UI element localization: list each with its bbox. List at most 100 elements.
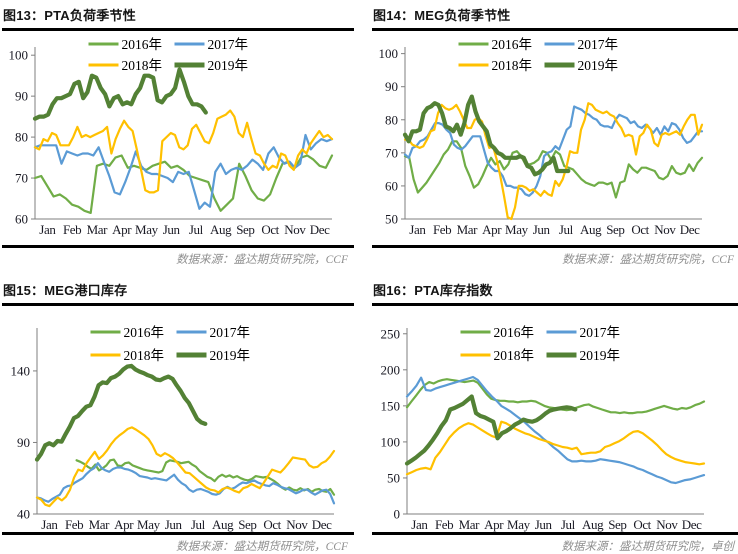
- y-tick-label: 80: [15, 130, 28, 145]
- y-tick-label: 60: [15, 212, 28, 227]
- x-month-label: May: [137, 517, 161, 532]
- x-month-label: May: [135, 222, 159, 237]
- x-month-label: May: [507, 517, 531, 532]
- legend-label-2017年: 2017年: [208, 37, 249, 52]
- x-month-label: Feb: [65, 517, 83, 532]
- x-month-label: Oct: [633, 517, 651, 532]
- panel-title-fig13: 图13：PTA负荷季节性: [2, 4, 354, 31]
- x-month-label: Jul: [559, 222, 574, 237]
- chart-area-fig14: 50 60 70 80 90 100 Jan Feb Mar Apr May Jun Jul Aug Sep…: [372, 31, 738, 245]
- x-month-label: Jun: [533, 222, 551, 237]
- legend-label-2018年: 2018年: [492, 58, 533, 73]
- series-line-2018年: [33, 109, 334, 194]
- y-tick-label: 150: [381, 398, 401, 413]
- y-tick-label: 0: [394, 507, 401, 522]
- data-source-fig14: 数据来源：盛达期货研究院，CCF: [372, 245, 738, 267]
- series-line-2017年: [405, 375, 706, 485]
- x-month-label: Oct: [631, 222, 649, 237]
- series-line-2019年: [402, 94, 571, 177]
- legend-label-2019年: 2019年: [210, 348, 251, 363]
- panel-fig15: 图15：MEG港口库存 40 90 140 Jan Feb Mar Apr May Jun Jul…: [2, 279, 354, 554]
- chart-area-fig13: 60 70 80 90 100 Jan Feb Mar Apr May Jun Jul Aug Sep Oc…: [2, 31, 354, 245]
- x-month-label: Oct: [263, 517, 281, 532]
- y-tick-label: 50: [387, 470, 400, 485]
- chart-grid: 图13：PTA负荷季节性 60 70 80 90 100 Jan Feb Mar Apr May J…: [2, 4, 738, 554]
- panel-title-fig16: 图16：PTA库存指数: [372, 279, 738, 306]
- series-line-2017年: [403, 105, 704, 197]
- series-line-2019年: [34, 363, 208, 462]
- x-month-label: Sep: [608, 517, 626, 532]
- x-month-label: Dec: [682, 517, 702, 532]
- x-month-label: Dec: [680, 222, 700, 237]
- panel-title-fig14: 图14：MEG负荷季节性: [372, 4, 738, 31]
- x-month-label: Nov: [654, 222, 676, 237]
- pta-load-seasonality-chart: 60 70 80 90 100 Jan Feb Mar Apr May Jun Jul Aug Sep Oc…: [9, 37, 334, 237]
- data-source-fig15: 数据来源：盛达期货研究院，CCF: [2, 532, 354, 554]
- x-month-label: Aug: [212, 517, 234, 532]
- meg-port-inventory-chart: 40 90 140 Jan Feb Mar Apr May Jun Jul Aug Sep Oct Nov…: [11, 325, 336, 532]
- y-tick-label: 250: [381, 326, 401, 341]
- legend-label-2019年: 2019年: [208, 58, 249, 73]
- chart-area-fig16: 0 50 100 150 200 250 Jan Feb Mar Apr May Jun Jul Aug S…: [372, 306, 738, 532]
- x-month-label: Jun: [163, 222, 181, 237]
- legend-label-2016年: 2016年: [124, 325, 165, 340]
- x-month-label: Sep: [236, 222, 254, 237]
- x-month-label: Mar: [459, 517, 481, 532]
- x-month-label: Jun: [165, 517, 183, 532]
- y-tick-label: 90: [17, 435, 30, 450]
- x-month-label: Apr: [482, 222, 502, 237]
- series-line-2018年: [35, 426, 336, 508]
- legend-label-2016年: 2016年: [122, 37, 163, 52]
- y-tick-label: 80: [385, 112, 398, 127]
- series-line-2018年: [403, 102, 704, 221]
- legend-label-2018年: 2018年: [494, 348, 535, 363]
- x-month-label: Aug: [582, 517, 604, 532]
- x-month-label: Aug: [580, 222, 602, 237]
- x-month-label: Feb: [63, 222, 81, 237]
- panel-fig14: 图14：MEG负荷季节性 50 60 70 80 90 100 Jan Feb Mar Apr Ma…: [372, 4, 738, 267]
- x-month-label: Nov: [284, 222, 306, 237]
- x-month-label: May: [505, 222, 529, 237]
- y-tick-label: 40: [17, 507, 30, 522]
- y-tick-label: 70: [15, 171, 28, 186]
- y-tick-label: 50: [385, 212, 398, 227]
- x-month-label: Dec: [310, 222, 330, 237]
- x-month-label: Jul: [191, 517, 206, 532]
- data-source-fig13: 数据来源：盛达期货研究院，CCF: [2, 245, 354, 267]
- y-tick-label: 140: [11, 363, 31, 378]
- x-month-label: Aug: [210, 222, 232, 237]
- panel-title-fig15: 图15：MEG港口库存: [2, 279, 354, 306]
- legend-label-2016年: 2016年: [494, 325, 535, 340]
- x-month-label: Jul: [189, 222, 204, 237]
- series-line-2019年: [404, 394, 578, 466]
- x-month-label: Jan: [409, 222, 426, 237]
- x-month-label: Jan: [39, 222, 56, 237]
- x-month-label: Nov: [286, 517, 308, 532]
- legend-label-2017年: 2017年: [578, 37, 619, 52]
- x-month-label: Jul: [561, 517, 576, 532]
- legend-label-2019年: 2019年: [578, 58, 619, 73]
- panel-fig16: 图16：PTA库存指数 0 50 100 150 200 250 Jan Feb Mar Apr M…: [372, 279, 738, 554]
- series-line-2016年: [75, 458, 336, 496]
- x-month-label: Jan: [411, 517, 428, 532]
- legend-label-2016年: 2016年: [492, 37, 533, 52]
- x-month-label: Mar: [457, 222, 479, 237]
- x-month-label: Nov: [656, 517, 678, 532]
- panel-fig13: 图13：PTA负荷季节性 60 70 80 90 100 Jan Feb Mar Apr May J…: [2, 4, 354, 267]
- y-tick-label: 70: [385, 145, 398, 160]
- x-month-label: Dec: [312, 517, 332, 532]
- legend-label-2019年: 2019年: [580, 348, 621, 363]
- legend-label-2018年: 2018年: [124, 348, 165, 363]
- y-tick-label: 60: [385, 178, 398, 193]
- series-line-2016年: [403, 140, 704, 199]
- x-month-label: Sep: [238, 517, 256, 532]
- y-tick-label: 100: [381, 434, 401, 449]
- y-tick-label: 100: [9, 48, 29, 63]
- series-line-2017年: [35, 462, 336, 505]
- x-month-label: Feb: [435, 517, 453, 532]
- x-month-label: Jun: [535, 517, 553, 532]
- x-month-label: Mar: [89, 517, 111, 532]
- y-tick-label: 90: [15, 89, 28, 104]
- y-tick-label: 100: [379, 46, 399, 61]
